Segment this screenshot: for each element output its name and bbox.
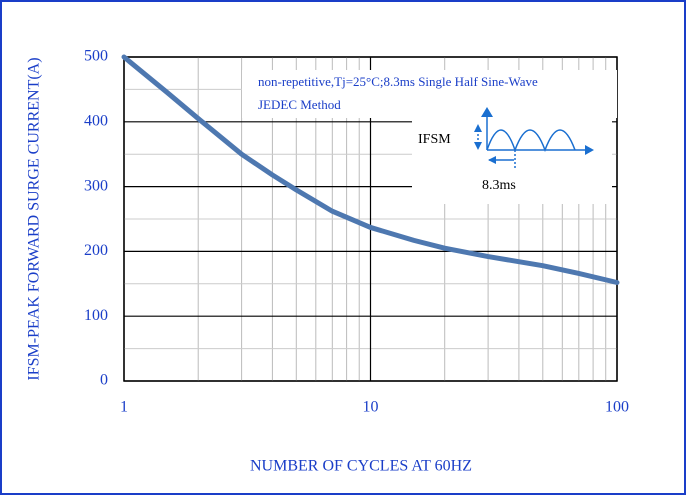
data-line	[121, 54, 620, 286]
annotation: JEDEC Method	[258, 97, 341, 112]
arrowhead	[474, 142, 482, 150]
y-tick-label: 200	[84, 242, 108, 259]
y-tick-label: 300	[84, 177, 108, 194]
y-tick-label: 100	[84, 307, 108, 324]
y-tick-label: 0	[100, 372, 108, 389]
diagram-label: IFSM	[418, 132, 451, 147]
x-tick-label: 100	[605, 399, 629, 416]
diagram-label: 8.3ms	[482, 178, 516, 193]
x-tick-label: 10	[363, 399, 379, 416]
diagram-box	[412, 112, 612, 204]
arrowheads	[474, 107, 594, 164]
arrowhead	[585, 145, 594, 155]
inset: non-repetitive,Tj=25°C;8.3ms Single Half…	[242, 70, 617, 204]
annotation-box	[242, 70, 617, 118]
y-axis-label: IFSM-PEAK FORWARD SURGE CURRENT(A)	[26, 57, 43, 380]
arrowhead	[488, 156, 496, 164]
x-axis-label: NUMBER OF CYCLES AT 60HZ	[250, 458, 472, 475]
annotation: non-repetitive,Tj=25°C;8.3ms Single Half…	[258, 74, 538, 89]
arrowhead	[481, 107, 493, 117]
x-tick-label: 1	[120, 399, 128, 416]
sine-humps	[486, 129, 576, 153]
y-tick-label: 400	[84, 112, 108, 129]
y-tick-label: 500	[84, 48, 108, 65]
plot	[121, 54, 620, 286]
arrowhead	[474, 124, 482, 132]
